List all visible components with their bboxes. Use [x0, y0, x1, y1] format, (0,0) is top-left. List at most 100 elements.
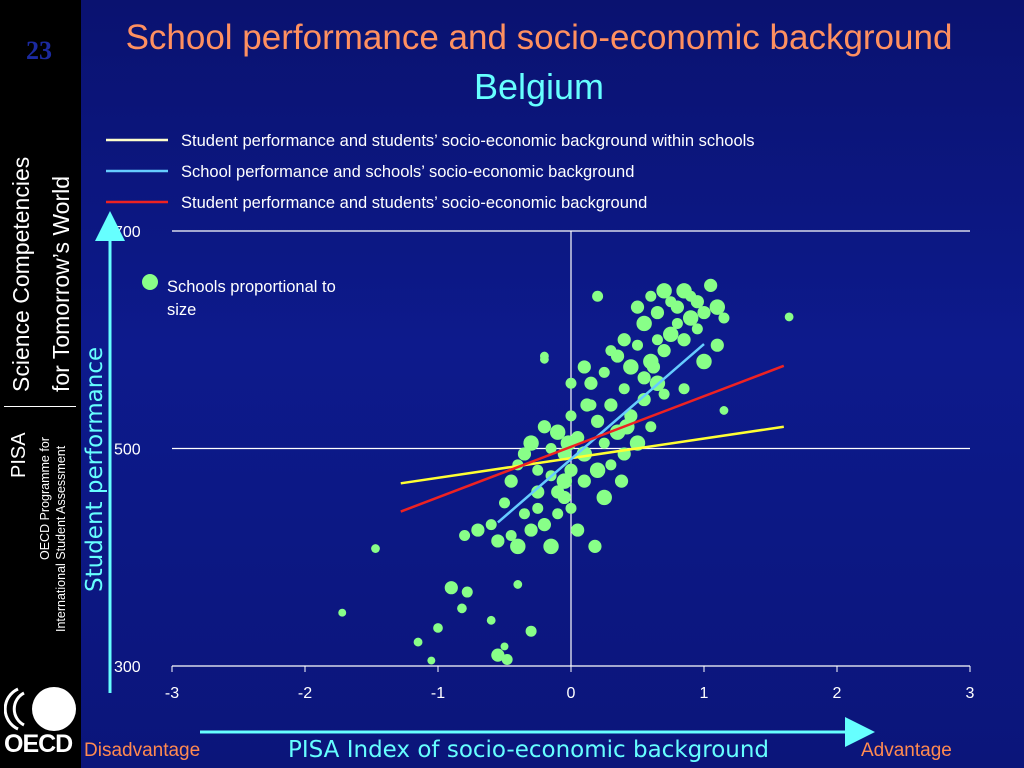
data-point-101	[637, 392, 651, 407]
data-point-34	[523, 435, 539, 451]
page-number: 23	[26, 36, 52, 65]
data-point-59	[645, 421, 657, 433]
data-point-60	[584, 376, 598, 390]
data-point-6	[457, 603, 467, 614]
data-point-17	[485, 519, 497, 531]
data-point-67	[651, 334, 663, 346]
data-points	[338, 278, 794, 665]
x-tick-label--3: -3	[165, 685, 179, 702]
data-point-102	[658, 388, 670, 400]
regression-line-1	[497, 343, 705, 524]
data-point-75	[630, 300, 645, 314]
data-point-70	[671, 317, 683, 329]
data-point-73	[691, 323, 703, 335]
data-point-94	[719, 406, 729, 415]
data-point-23	[532, 502, 544, 514]
data-point-31	[504, 474, 518, 488]
regression-line-2	[400, 364, 785, 513]
sidebar: Science Competencies for Tomorrow’s Worl…	[0, 0, 81, 768]
x-right-label: Advantage	[861, 740, 952, 761]
data-point-24	[537, 518, 552, 532]
data-point-63	[623, 359, 639, 375]
data-point-25	[543, 538, 559, 555]
size-note: Schools proportional to size	[167, 278, 336, 319]
data-point-1	[338, 608, 347, 617]
data-point-13	[525, 625, 537, 637]
data-point-91	[617, 333, 631, 347]
y-tick-label-300: 300	[114, 659, 141, 676]
data-point-76	[636, 315, 652, 332]
data-point-68	[657, 344, 671, 358]
data-point-95	[784, 312, 794, 322]
data-point-54	[577, 474, 591, 488]
x-tick-label-3: 3	[966, 685, 975, 702]
data-point-81	[670, 300, 685, 314]
data-point-56	[605, 459, 617, 471]
data-point-5	[444, 581, 458, 595]
data-point-93	[678, 383, 690, 395]
data-point-3	[433, 623, 443, 633]
x-tick-label--2: -2	[298, 685, 312, 702]
data-point-86	[709, 299, 725, 315]
legend-label-0: Student performance and students’ socio-…	[181, 132, 755, 150]
x-tick-label-0: 0	[567, 685, 576, 702]
data-point-21	[518, 508, 530, 520]
x-tick-label--1: -1	[431, 685, 445, 702]
data-point-9	[491, 648, 505, 662]
data-point-103	[531, 485, 545, 499]
chart-subtitle: Belgium	[473, 66, 605, 107]
data-point-79	[656, 283, 672, 299]
data-point-105	[614, 474, 629, 488]
data-point-99	[577, 360, 591, 374]
data-point-19	[505, 530, 517, 541]
data-point-65	[637, 371, 651, 385]
data-point-100	[605, 345, 617, 357]
regression-line-0	[400, 425, 784, 485]
data-point-18	[491, 534, 505, 548]
data-point-37	[545, 443, 557, 454]
data-point-28	[565, 502, 577, 514]
data-point-85	[704, 278, 718, 292]
data-point-72	[683, 310, 699, 326]
data-point-104	[596, 489, 612, 506]
data-point-33	[517, 447, 532, 461]
data-point-35	[532, 464, 544, 476]
chart-title: School performance and socio-economic ba…	[125, 18, 953, 57]
x-left-label: Disadvantage	[84, 740, 201, 761]
x-axis-label: PISA Index of socio-economic background	[288, 737, 770, 763]
data-point-36	[537, 420, 552, 434]
x-tick-label-1: 1	[700, 685, 709, 702]
data-point-22	[524, 523, 538, 537]
data-point-11	[500, 642, 509, 651]
data-point-30	[499, 497, 510, 509]
data-point-89	[696, 353, 712, 370]
oecd-logo-text: OECD	[4, 730, 73, 758]
data-point-77	[645, 290, 657, 302]
data-point-71	[677, 333, 691, 347]
data-point-46	[604, 398, 618, 412]
data-point-55	[589, 462, 606, 478]
data-point-74	[697, 305, 711, 320]
data-point-40	[565, 410, 577, 422]
data-point-84	[690, 295, 704, 309]
y-tick-label-700: 700	[114, 224, 141, 241]
data-point-20	[510, 538, 526, 555]
legend-label-2: Student performance and students’ socio-…	[181, 194, 647, 212]
data-point-109	[646, 360, 661, 374]
data-point-12	[513, 580, 523, 589]
size-legend-marker	[142, 274, 158, 290]
data-point-50	[564, 463, 578, 477]
y-tick-label-500: 500	[114, 442, 141, 459]
legend-label-1: School performance and schools’ socio-ec…	[181, 163, 634, 181]
data-point-90	[592, 290, 604, 302]
data-point-10	[501, 653, 513, 665]
data-point-7	[461, 586, 473, 598]
data-point-87	[718, 312, 730, 324]
data-point-44	[591, 414, 605, 428]
sidebar-divider	[4, 406, 76, 407]
data-point-45	[598, 437, 610, 449]
data-point-4	[427, 656, 436, 665]
data-point-78	[650, 305, 665, 320]
